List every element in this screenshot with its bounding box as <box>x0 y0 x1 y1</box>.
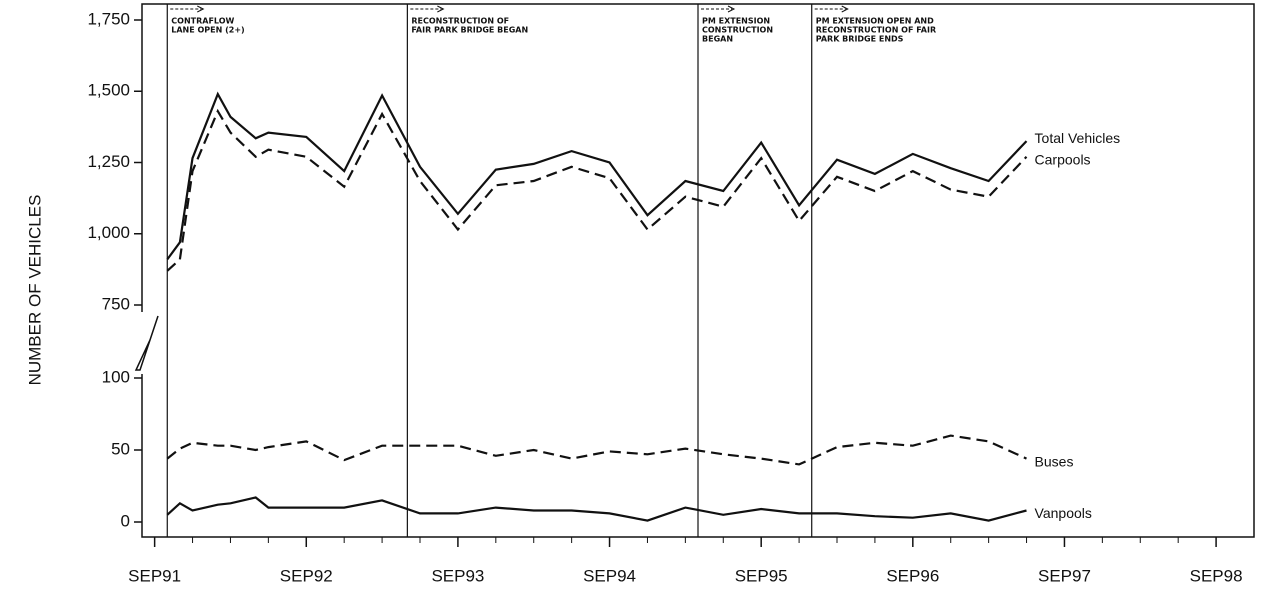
series-line <box>166 434 1027 466</box>
annotation-text: RECONSTRUCTION OF FAIR <box>816 26 936 35</box>
series-line <box>166 496 1027 522</box>
x-tick-label: SEP93 <box>431 566 484 585</box>
annotation-text: BEGAN <box>702 35 733 44</box>
annotation-text: PM EXTENSION <box>702 17 770 26</box>
series-label: Vanpools <box>1035 505 1092 521</box>
annotation-text: FAIR PARK BRIDGE BEGAN <box>411 26 528 35</box>
event-arrowhead <box>841 5 849 13</box>
annotation-text: RECONSTRUCTION OF <box>411 17 509 26</box>
y-tick-label: 1,750 <box>87 9 130 28</box>
y-tick-label: 1,250 <box>87 152 130 171</box>
event-arrowhead <box>437 5 445 13</box>
x-tick-label: SEP97 <box>1038 566 1091 585</box>
annotation-text: CONTRAFLOW <box>171 17 234 26</box>
y-tick-label: 50 <box>111 439 130 458</box>
x-tick-label: SEP94 <box>583 566 636 585</box>
axis-break-gap <box>134 312 150 374</box>
y-tick-label: 0 <box>121 511 130 530</box>
x-tick-label: SEP95 <box>735 566 788 585</box>
axis-break <box>134 315 159 371</box>
series-label: Total Vehicles <box>1035 130 1121 146</box>
annotation-text: PARK BRIDGE ENDS <box>816 35 904 44</box>
x-tick-label: SEP92 <box>280 566 333 585</box>
annotation-text: CONSTRUCTION <box>702 26 773 35</box>
series-label: Buses <box>1035 453 1074 469</box>
annotation-text: PM EXTENSION OPEN AND <box>816 17 934 26</box>
x-tick-label: SEP91 <box>128 566 181 585</box>
series-label: Carpools <box>1035 152 1091 168</box>
y-tick-label: 100 <box>102 367 130 386</box>
x-tick-label: SEP96 <box>886 566 939 585</box>
annotation-text: LANE OPEN (2+) <box>171 26 244 35</box>
series-line <box>166 108 1028 272</box>
y-tick-label: 750 <box>102 294 130 313</box>
x-tick-label: SEP98 <box>1190 566 1243 585</box>
event-arrowhead <box>197 5 205 13</box>
event-arrowhead <box>727 5 736 13</box>
y-tick-label: 1,500 <box>87 81 130 100</box>
y-axis-label: NUMBER OF VEHICLES <box>25 195 44 386</box>
y-tick-label: 1,000 <box>87 223 130 242</box>
series-line <box>166 91 1028 261</box>
